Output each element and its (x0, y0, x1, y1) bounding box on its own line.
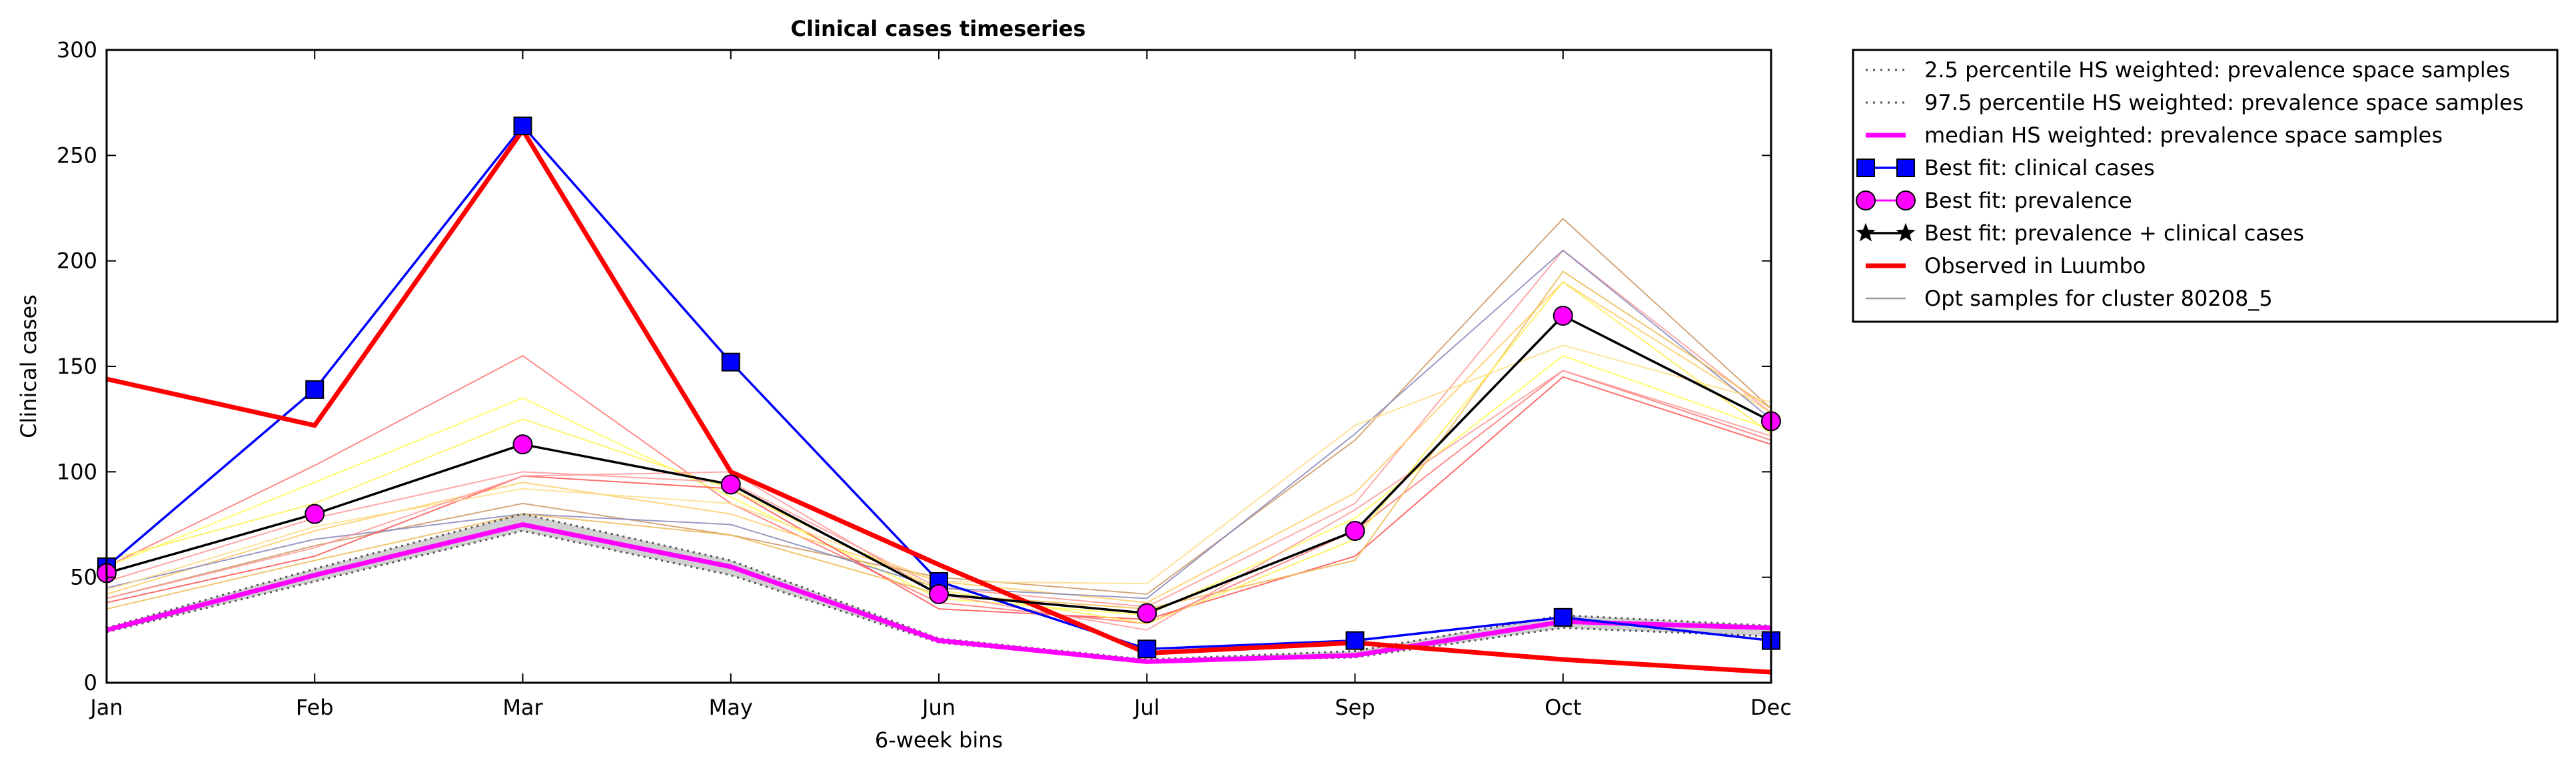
x-axis: Jan Feb Mar May Jun Jul Sep Oct Dec (89, 50, 1792, 720)
x-tick-label: Feb (296, 695, 334, 720)
legend-label: 2.5 percentile HS weighted: prevalence s… (1924, 57, 2510, 83)
data-point (1553, 306, 1573, 326)
x-tick-label: Oct (1545, 695, 1581, 720)
data-point (1345, 521, 1365, 541)
y-axis: 0 50 100 150 200 250 300 (57, 37, 1771, 695)
x-tick-label: Jan (89, 695, 123, 720)
x-tick-label: Mar (502, 695, 543, 720)
x-tick-label: Jul (1133, 695, 1160, 720)
x-tick-label: May (709, 695, 753, 720)
legend-marker (1896, 191, 1916, 210)
opt-sample-line (106, 217, 1772, 599)
y-tick-label: 100 (57, 459, 97, 484)
series-line (106, 513, 1772, 661)
opt-sample-line (106, 344, 1772, 591)
chart-title: Clinical cases timeseries (791, 16, 1086, 41)
y-axis-title: Clinical cases (16, 294, 41, 438)
x-tick-label: Dec (1750, 695, 1792, 720)
x-tick-label: Jun (921, 695, 956, 720)
y-tick-label: 0 (84, 670, 97, 695)
x-axis-title: 6-week bins (875, 727, 1003, 753)
opt-sample-line (106, 249, 1772, 608)
data-point (305, 504, 325, 524)
data-point (721, 352, 740, 372)
legend: 2.5 percentile HS weighted: prevalence s… (1852, 49, 2559, 323)
x-tick-label: Sep (1335, 695, 1375, 720)
y-tick-label: 250 (57, 143, 97, 168)
data-point (1345, 631, 1365, 650)
opt-sample-line (106, 376, 1772, 621)
legend-label: Best fit: prevalence (1924, 188, 2132, 213)
opt-sample-line (106, 249, 1772, 599)
legend-marker (1856, 191, 1876, 210)
data-point (513, 117, 532, 135)
series-line (106, 530, 1772, 663)
series-markers (97, 117, 1781, 659)
legend-label: Observed in Luumbo (1924, 253, 2146, 278)
series-line (106, 127, 1772, 675)
legend-marker (1856, 222, 1876, 242)
data-point (929, 584, 949, 604)
legend-label: Best fit: prevalence + clinical cases (1924, 220, 2304, 246)
data-point (1553, 607, 1573, 627)
data-point (1137, 603, 1157, 623)
legend-label: median HS weighted: prevalence space sam… (1924, 123, 2443, 148)
y-tick-label: 300 (57, 37, 97, 63)
legend-marker (1896, 222, 1916, 242)
series-line (106, 522, 1772, 664)
y-tick-label: 150 (57, 354, 97, 379)
legend-label: 97.5 percentile HS weighted: prevalence … (1924, 90, 2523, 115)
data-point (1137, 639, 1157, 659)
data-point (305, 380, 324, 399)
legend-label: Best fit: clinical cases (1924, 155, 2155, 181)
legend-marker (1896, 159, 1915, 177)
legend-frame (1852, 49, 2559, 323)
data-point (720, 474, 741, 495)
y-tick-label: 50 (70, 565, 97, 590)
legend-marker (1856, 159, 1875, 177)
data-point (512, 434, 533, 455)
y-tick-label: 200 (57, 248, 97, 274)
legend-label: Opt samples for cluster 80208_5 (1924, 286, 2273, 311)
